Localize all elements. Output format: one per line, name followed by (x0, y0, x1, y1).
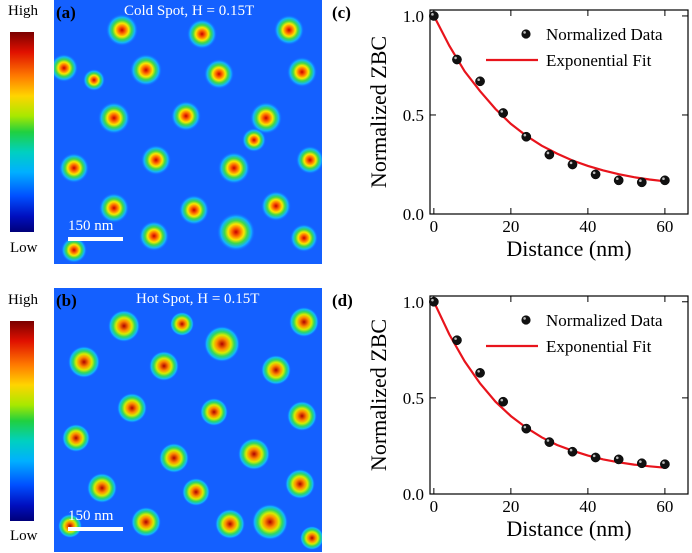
data-point-c (452, 54, 462, 65)
data-point-highlight-c (546, 151, 550, 155)
data-point-c (429, 11, 439, 21)
x-tick-label-d: 40 (579, 497, 596, 516)
data-point-c (636, 177, 647, 188)
data-point-c (475, 76, 485, 87)
data-point-d (636, 458, 647, 469)
scale-bar-label-a: 150 nm (68, 218, 114, 234)
scale-bar-a (68, 237, 123, 241)
data-point-c (613, 175, 624, 186)
data-point-c (544, 149, 555, 160)
x-axis-label-c: Distance (nm) (506, 236, 631, 261)
map-title-b: Hot Spot, H = 0.15T (136, 291, 260, 307)
y-tick-label-c: 0.0 (403, 205, 424, 224)
scale-bar-b (68, 527, 123, 531)
fit-line-c (432, 15, 666, 183)
data-point-highlight-d (500, 398, 504, 402)
data-point-d (475, 368, 485, 378)
panel-letter-b: (b) (56, 291, 77, 310)
data-point-c (521, 131, 532, 142)
data-point-highlight-d (592, 454, 596, 458)
y-tick-label-d: 1.0 (403, 293, 424, 312)
data-point-highlight-d (546, 439, 550, 442)
data-point-highlight-c (523, 133, 527, 137)
chart-d: 0 20 40 60 0.0 0.5 1.0 Distance (nm) Normalized … (366, 293, 689, 541)
legend-marker-data-c (521, 29, 531, 39)
x-tick-label-c: 40 (579, 217, 596, 236)
data-point-highlight-c (477, 78, 480, 82)
data-point-highlight-d (431, 298, 434, 302)
data-point-highlight-d (662, 461, 665, 464)
data-point-d (613, 454, 624, 465)
panel-letter-a: (a) (56, 3, 76, 22)
data-point-highlight-d (615, 456, 619, 460)
legend-marker-data-d (521, 315, 531, 325)
x-axis-label-d: Distance (nm) (506, 516, 631, 541)
data-point-highlight-d (454, 337, 457, 340)
data-point-d (452, 335, 462, 346)
data-point-d (429, 296, 439, 307)
legend-label-fit-d: Exponential Fit (546, 337, 652, 356)
data-point-c (498, 108, 509, 118)
data-point-d (590, 452, 601, 463)
y-axis-label-d: Normalized ZBC (366, 319, 391, 471)
vortex-spots-b (58, 307, 322, 550)
legend-label-data-c: Normalized Data (546, 25, 663, 44)
data-point-highlight-d (569, 448, 573, 452)
plot-frame-c (429, 9, 689, 215)
data-point-highlight-d (477, 369, 480, 373)
data-point-d (521, 423, 532, 434)
vortex-map-a-svg (54, 0, 322, 264)
data-point-highlight-c (592, 171, 596, 175)
colorbar-high-label-a: High (8, 3, 38, 19)
colorbar-low-label-b: Low (10, 528, 38, 544)
data-point-highlight-c (639, 179, 642, 183)
x-tick-label-d: 20 (502, 497, 519, 516)
x-tick-label-c: 0 (430, 217, 439, 236)
data-point-c (590, 169, 601, 180)
data-point-d (498, 396, 509, 407)
x-tick-label-c: 20 (502, 217, 519, 236)
vortex-map-b-svg (54, 288, 322, 552)
panel-letter-d: (d) (332, 291, 353, 310)
chart-c: 0 20 40 60 0.0 0.5 1.0 Distance (nm) Normalized … (366, 7, 689, 261)
x-tick-label-d: 0 (430, 497, 439, 516)
data-point-highlight-c (569, 161, 573, 165)
data-point-highlight-c (454, 56, 457, 60)
data-point-highlight-c (615, 177, 619, 181)
vortex-map-b (54, 288, 322, 552)
y-tick-label-c: 0.5 (403, 106, 424, 125)
legend-label-fit-c: Exponential Fit (546, 51, 652, 70)
vortex-spots-a (54, 14, 322, 263)
vortex-map-a (54, 0, 322, 264)
colorbar-low-label-a: Low (10, 240, 38, 256)
colorbar-b (10, 321, 34, 521)
panel-letter-c: (c) (332, 3, 351, 22)
data-point-d (544, 437, 555, 447)
x-tick-label-c: 60 (656, 217, 673, 236)
data-point-c (660, 175, 670, 186)
colorbar-a (10, 32, 34, 232)
colorbar-high-label-b: High (8, 292, 38, 308)
data-point-d (567, 446, 578, 457)
y-tick-label-d: 0.5 (403, 389, 424, 408)
data-point-c (567, 159, 578, 170)
legend-marker-data-highlight-d (523, 317, 526, 320)
data-point-d (660, 459, 670, 470)
plot-frame-d (429, 295, 689, 495)
legend-marker-data-highlight-c (523, 31, 526, 34)
map-title-a: Cold Spot, H = 0.15T (124, 3, 255, 19)
y-axis-label-c: Normalized ZBC (366, 36, 391, 188)
x-tick-label-d: 60 (656, 497, 673, 516)
y-tick-label-c: 1.0 (403, 7, 424, 26)
data-point-highlight-d (523, 425, 527, 429)
legend-label-data-d: Normalized Data (546, 311, 663, 330)
data-point-highlight-c (431, 13, 434, 16)
data-point-highlight-c (662, 177, 665, 181)
data-point-highlight-c (500, 110, 504, 113)
y-tick-label-d: 0.0 (403, 485, 424, 504)
scale-bar-label-b: 150 nm (68, 508, 114, 524)
data-point-highlight-d (639, 460, 642, 463)
